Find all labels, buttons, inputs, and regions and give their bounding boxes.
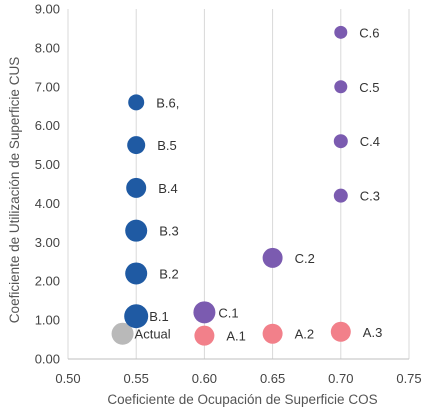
data-points: [111, 25, 351, 346]
x-tick-label: 0.60: [192, 371, 217, 386]
y-tick-label: 0.00: [35, 352, 60, 367]
x-tick-label: 0.50: [55, 371, 80, 386]
point-b-5: [127, 136, 146, 155]
point-c-6: [334, 25, 348, 39]
y-tick-label: 1.00: [35, 313, 60, 328]
point-actual: [111, 322, 134, 345]
point-b-4: [126, 177, 147, 198]
point-a-2: [262, 323, 283, 344]
point-label: C.5: [359, 80, 379, 95]
x-axis-ticks: 0.50 0.55 0.60 0.65 0.70 0.75: [55, 371, 421, 386]
point-c-4: [333, 134, 348, 149]
point-a-3: [330, 321, 351, 342]
x-tick-label: 0.55: [124, 371, 149, 386]
point-b-2: [125, 262, 148, 285]
point-b-1: [124, 304, 149, 329]
point-label: B.6,: [156, 95, 179, 110]
y-tick-label: 7.00: [35, 79, 60, 94]
point-labels: Actual A.1 A.2 A.3 B.1 B.2 B.3 B.4 B.5 B.6, C.1 C.2…: [135, 25, 383, 343]
point-c-5: [334, 80, 348, 94]
point-label: C.2: [295, 251, 315, 266]
point-b-6: [128, 94, 145, 111]
point-label: A.2: [295, 327, 315, 342]
y-tick-label: 6.00: [35, 118, 60, 133]
x-tick-label: 0.70: [328, 371, 353, 386]
y-tick-label: 3.00: [35, 235, 60, 250]
point-c-3: [333, 188, 348, 203]
point-label: B.2: [159, 266, 179, 281]
y-tick-label: 9.00: [35, 2, 60, 17]
point-label: C.3: [360, 189, 380, 204]
point-label: B.5: [157, 138, 177, 153]
point-label: A.1: [226, 329, 246, 344]
point-label: C.6: [359, 25, 379, 40]
x-axis-title: Coeficiente de Ocupación de Superficie C…: [107, 392, 377, 407]
point-label: B.3: [159, 224, 179, 239]
y-axis-ticks: 0.00 1.00 2.00 3.00 4.00 5.00 6.00 7.00 8.00 9.00: [35, 2, 60, 367]
point-label: C.4: [360, 134, 380, 149]
point-label: C.1: [218, 305, 238, 320]
grid-lines: [67, 9, 410, 360]
y-tick-label: 4.00: [35, 196, 60, 211]
y-tick-label: 5.00: [35, 157, 60, 172]
x-tick-label: 0.65: [260, 371, 285, 386]
y-axis-title: Coeficiente de Utilización de Superficie…: [7, 57, 22, 323]
y-tick-label: 8.00: [35, 40, 60, 55]
point-label: B.1: [149, 309, 169, 324]
point-c-2: [262, 247, 283, 268]
point-label: Actual: [135, 327, 171, 342]
point-c-1: [193, 301, 216, 324]
point-a-1: [194, 325, 215, 346]
y-tick-label: 2.00: [35, 274, 60, 289]
point-b-3: [125, 219, 148, 242]
x-tick-label: 0.75: [396, 371, 421, 386]
point-label: A.3: [363, 325, 383, 340]
point-label: B.4: [158, 181, 178, 196]
